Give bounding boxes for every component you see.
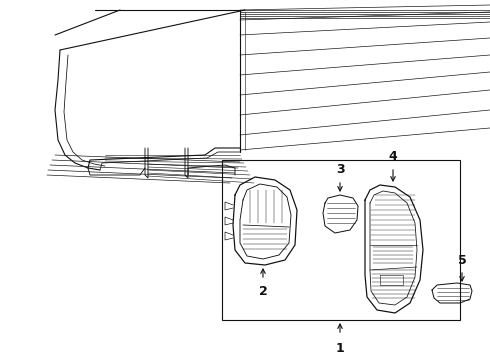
Bar — [222, 160, 460, 320]
Text: 3: 3 — [336, 163, 344, 176]
Text: 1: 1 — [336, 342, 344, 355]
Text: 4: 4 — [389, 150, 397, 163]
Text: 5: 5 — [458, 254, 466, 267]
Text: 2: 2 — [259, 285, 268, 298]
